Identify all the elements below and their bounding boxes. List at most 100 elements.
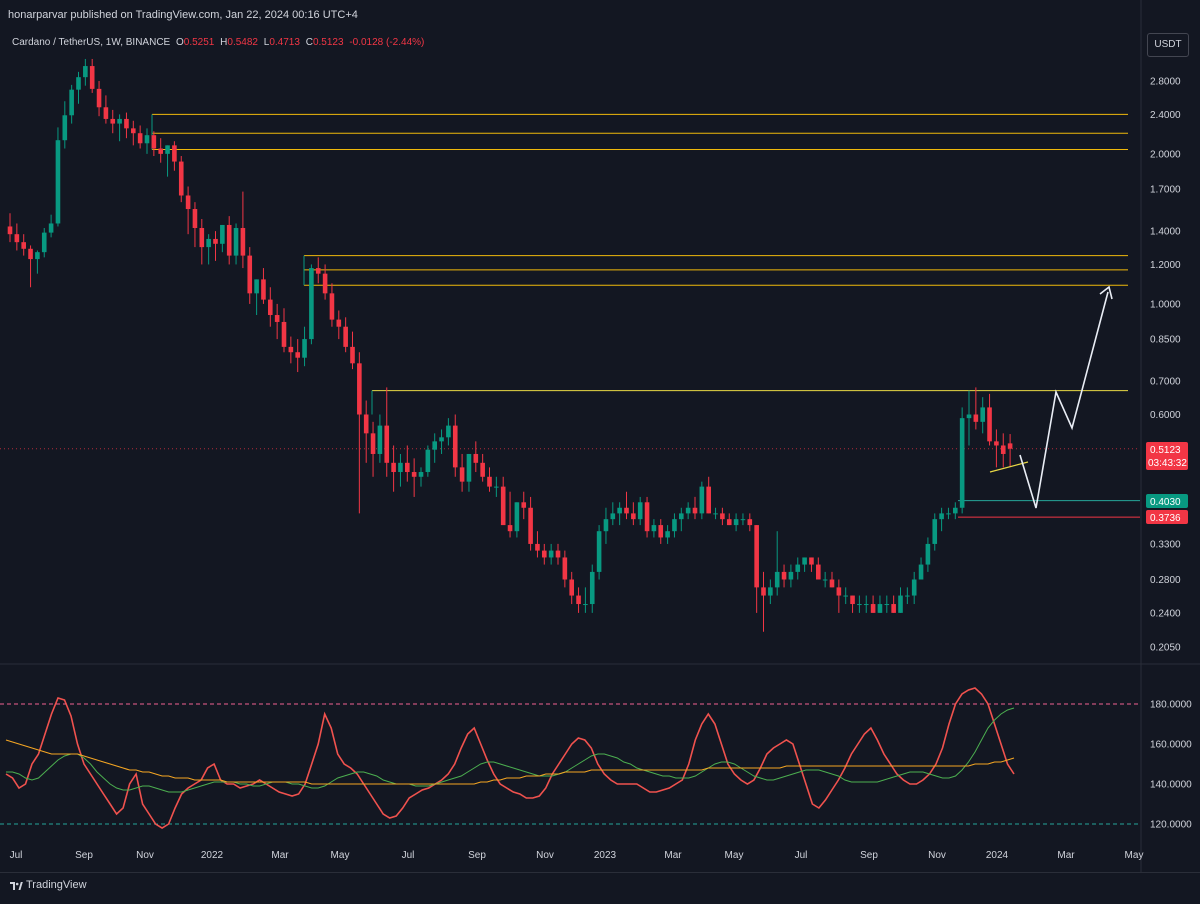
y-tick-label: 0.7000 xyxy=(1150,377,1181,388)
candle-body xyxy=(596,531,602,572)
candle-body xyxy=(747,519,753,526)
candle-body xyxy=(651,525,657,532)
candle-body xyxy=(233,227,239,256)
candle-body xyxy=(89,66,95,89)
candle-body xyxy=(302,339,307,358)
x-tick-label: Jul xyxy=(795,850,808,861)
symbol-title[interactable]: Cardano / TetherUS, 1W, BINANCE xyxy=(12,37,171,48)
candle-body xyxy=(589,571,595,605)
x-tick-label: Mar xyxy=(271,850,289,861)
price-label: 0.5123 xyxy=(1150,445,1181,456)
candle-body xyxy=(439,437,444,442)
candle-body xyxy=(459,467,465,482)
candle-body xyxy=(973,414,979,422)
candle-body xyxy=(206,238,211,248)
candle-body xyxy=(569,579,574,596)
candle-body xyxy=(103,107,109,119)
x-tick-label: Mar xyxy=(1057,850,1075,861)
low-label: L xyxy=(263,37,270,48)
candle-body xyxy=(665,531,670,538)
currency-button[interactable]: USDT xyxy=(1147,33,1189,57)
x-tick-label: Sep xyxy=(468,850,486,861)
candle-body xyxy=(281,321,287,347)
change-value: -0.0128 (-2.44%) xyxy=(349,37,425,48)
candle-body xyxy=(144,135,150,144)
candle-body xyxy=(28,248,33,260)
candle-body xyxy=(500,486,506,526)
candle-body xyxy=(220,224,225,244)
candle-body xyxy=(494,486,499,488)
y-tick-label: 0.2050 xyxy=(1150,643,1181,654)
candle-body xyxy=(699,486,705,514)
candle-body xyxy=(905,595,910,597)
candle-body xyxy=(932,519,938,544)
candle-body xyxy=(726,519,732,526)
price-label: 0.4030 xyxy=(1150,497,1181,508)
candle-body xyxy=(631,513,636,520)
x-tick-label: Sep xyxy=(860,850,878,861)
candle-body xyxy=(713,513,718,515)
y-tick-label: 2.0000 xyxy=(1150,149,1181,160)
candle-body xyxy=(446,425,451,438)
tradingview-logo-icon[interactable] xyxy=(9,879,23,893)
y-tick-label: 0.8500 xyxy=(1150,335,1181,346)
candle-body xyxy=(911,579,917,596)
candle-body xyxy=(521,502,527,508)
candle-body xyxy=(96,88,102,108)
candle-body xyxy=(268,299,273,316)
candle-body xyxy=(213,238,218,244)
candle-body xyxy=(487,476,492,487)
candle-body xyxy=(788,571,794,580)
candle-body xyxy=(583,604,588,606)
high-label: H xyxy=(220,37,228,48)
footer-bar xyxy=(0,872,1200,904)
x-tick-label: May xyxy=(1125,850,1144,861)
candle-body xyxy=(199,227,205,248)
candle-body xyxy=(274,315,280,322)
candle-body xyxy=(295,352,300,358)
candle-body xyxy=(603,519,609,532)
tradingview-brand[interactable]: TradingView xyxy=(26,879,87,891)
countdown-label: 03:43:32 xyxy=(1148,458,1187,469)
candle-body xyxy=(918,564,924,580)
candle-body xyxy=(240,227,246,256)
close-value: 0.5123 xyxy=(312,37,344,48)
x-tick-label: 2023 xyxy=(594,850,617,861)
candle-body xyxy=(829,579,835,588)
candle-body xyxy=(877,604,883,613)
candle-body xyxy=(781,571,787,580)
candle-body xyxy=(925,543,931,565)
candle-body xyxy=(418,472,424,477)
y-tick-label: 0.2800 xyxy=(1150,575,1181,586)
publisher-line: honarparvar published on TradingView.com… xyxy=(8,9,358,21)
candle-body xyxy=(576,595,581,605)
candle-body xyxy=(850,595,855,605)
candle-body xyxy=(55,140,61,224)
y-tick-label: 0.3300 xyxy=(1150,539,1181,550)
x-tick-label: Mar xyxy=(664,850,682,861)
candle-body xyxy=(1007,443,1013,449)
price-label-box xyxy=(1146,510,1188,524)
candle-body xyxy=(432,441,437,450)
oscillator-tick-label: 180.0000 xyxy=(1150,700,1192,711)
candle-body xyxy=(377,425,383,454)
x-tick-label: May xyxy=(331,850,350,861)
candle-body xyxy=(870,604,876,613)
candle-body xyxy=(384,425,390,463)
candle-body xyxy=(405,462,410,473)
candle-body xyxy=(507,525,513,532)
candle-body xyxy=(322,273,328,294)
candle-body xyxy=(452,425,458,468)
candle-body xyxy=(226,224,232,256)
candle-body xyxy=(644,502,650,532)
candle-body xyxy=(562,557,568,580)
chart-canvas[interactable]: 2.8000 2.4000 2.0000 1.7000 1.4000 1.2000 1.00… xyxy=(0,0,1200,872)
candle-body xyxy=(836,587,842,596)
candle-body xyxy=(411,472,417,477)
candle-body xyxy=(329,293,335,320)
candle-body xyxy=(987,407,992,442)
candle-body xyxy=(754,525,759,588)
candles xyxy=(7,58,1013,632)
candle-body xyxy=(158,148,163,154)
candle-body xyxy=(1000,445,1006,454)
